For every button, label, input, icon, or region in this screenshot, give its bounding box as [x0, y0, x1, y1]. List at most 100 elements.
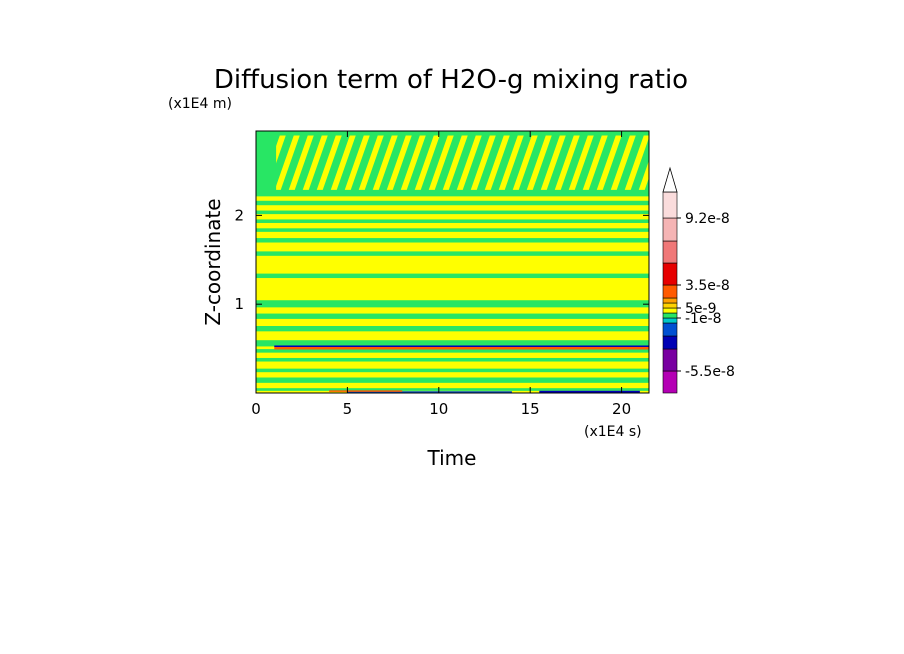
heatmap-streak	[358, 135, 384, 190]
heatmap-band	[256, 313, 649, 319]
heatmap-band	[256, 213, 649, 220]
heatmap-feature	[539, 390, 640, 393]
heatmap-feature	[347, 391, 512, 393]
heatmap-band	[256, 210, 649, 215]
x-tick-label: 10	[429, 400, 448, 418]
heatmap-band	[256, 277, 649, 301]
colorbar-swatch	[662, 348, 678, 372]
heatmap-band	[256, 237, 649, 243]
heatmap-left-strip	[256, 131, 277, 196]
colorbar-tick-label: 3.5e-8	[685, 278, 730, 294]
heatmap-band	[256, 231, 649, 239]
heatmap-band	[256, 195, 649, 201]
heatmap-streak	[330, 135, 356, 190]
heatmap-band	[256, 218, 649, 223]
heatmap-band	[256, 325, 649, 332]
colorbar-swatch	[662, 307, 678, 314]
heatmap-band	[256, 200, 649, 206]
heatmap-feature	[274, 345, 649, 347]
heatmap-band	[256, 371, 649, 378]
heatmap-streak	[596, 135, 622, 190]
heatmap-streak	[540, 135, 566, 190]
heatmap-band	[256, 306, 649, 314]
heatmap-band	[256, 227, 649, 232]
heatmap-streak	[400, 135, 426, 190]
heatmap-streak	[610, 135, 636, 190]
heatmap-streak	[274, 135, 300, 190]
heatmap-streak	[624, 135, 649, 190]
heatmap-streak	[414, 135, 440, 190]
heatmap-band	[256, 222, 649, 229]
x-unit-label: (x1E4 s)	[584, 424, 642, 440]
heatmap-band	[256, 339, 649, 347]
x-tick-label: 20	[612, 400, 631, 418]
heatmap-streak	[526, 135, 552, 190]
heatmap-field	[256, 131, 649, 393]
plot-frame	[255, 130, 650, 394]
heatmap-streak	[344, 135, 370, 190]
heatmap-band	[256, 387, 649, 391]
colorbar-swatch	[662, 335, 678, 350]
heatmap-streak	[498, 135, 524, 190]
x-axis-label: Time	[427, 446, 477, 470]
x-axis-ticks: 0 5 10 15 20	[251, 131, 631, 418]
x-tick-label: 5	[343, 400, 353, 418]
heatmap-streak	[372, 135, 398, 190]
heatmap-band	[256, 361, 649, 369]
colorbar-swatch	[662, 312, 678, 319]
heatmap-feature	[329, 390, 403, 392]
colorbar-swatch	[662, 217, 678, 242]
heatmap-feature	[274, 346, 649, 350]
colorbar-swatch	[662, 317, 678, 324]
y-axis-label: Z-coordinate	[201, 198, 225, 325]
colorbar-extend-arrow	[662, 166, 678, 193]
heatmap-band	[256, 318, 649, 327]
heatmap-band	[256, 348, 649, 353]
heatmap-band	[256, 250, 649, 256]
colorbar-swatch	[662, 284, 678, 299]
heatmap-streak	[582, 135, 608, 190]
heatmap-streak	[428, 135, 454, 190]
heatmap-band	[256, 242, 649, 252]
heatmap-streak	[568, 135, 594, 190]
colorbar-swatch	[662, 302, 678, 309]
heatmap-band	[256, 330, 649, 341]
x-tick-label: 0	[251, 400, 261, 418]
colorbar: -5.5e-8 -1e-85e-9 3.5e-8 9.2e-8	[662, 166, 735, 394]
heatmap-band	[256, 368, 649, 373]
colorbar-swatch	[662, 191, 678, 219]
heatmap-band	[256, 352, 649, 358]
heatmap-streak	[386, 135, 412, 190]
colorbar-swatch	[662, 262, 678, 286]
colorbar-tick-label: -5.5e-8	[685, 364, 735, 380]
heatmap-streak	[470, 135, 496, 190]
y-tick-label: 1	[234, 295, 244, 313]
heatmap-streak	[442, 135, 468, 190]
heatmap-band	[256, 357, 649, 362]
y-axis-ticks: 12	[234, 206, 649, 313]
heatmap-streak	[512, 135, 538, 190]
heatmap-streak	[554, 135, 580, 190]
colorbar-swatch	[662, 370, 678, 394]
heatmap-streak	[316, 135, 342, 190]
colorbar-tick-label: 9.2e-8	[685, 211, 730, 227]
heatmap-band	[256, 377, 649, 383]
heatmap-band	[256, 382, 649, 389]
heatmap-streak	[638, 160, 649, 190]
heatmap-streak	[484, 135, 510, 190]
heatmap-band	[256, 204, 649, 211]
colorbar-swatch	[662, 240, 678, 264]
heatmap-band	[256, 273, 649, 279]
heatmap-streak	[302, 135, 328, 190]
y-tick-label: 2	[234, 206, 244, 224]
heatmap-streak	[456, 135, 482, 190]
heatmap-band	[256, 299, 649, 308]
heatmap-streak	[288, 135, 314, 190]
colorbar-swatch	[662, 297, 678, 304]
colorbar-tick-label: 5e-9	[685, 301, 716, 317]
y-unit-label: (x1E4 m)	[168, 96, 232, 112]
heatmap-band	[256, 255, 649, 274]
colorbar-tick-label: -1e-8	[685, 311, 722, 327]
x-tick-label: 15	[521, 400, 540, 418]
